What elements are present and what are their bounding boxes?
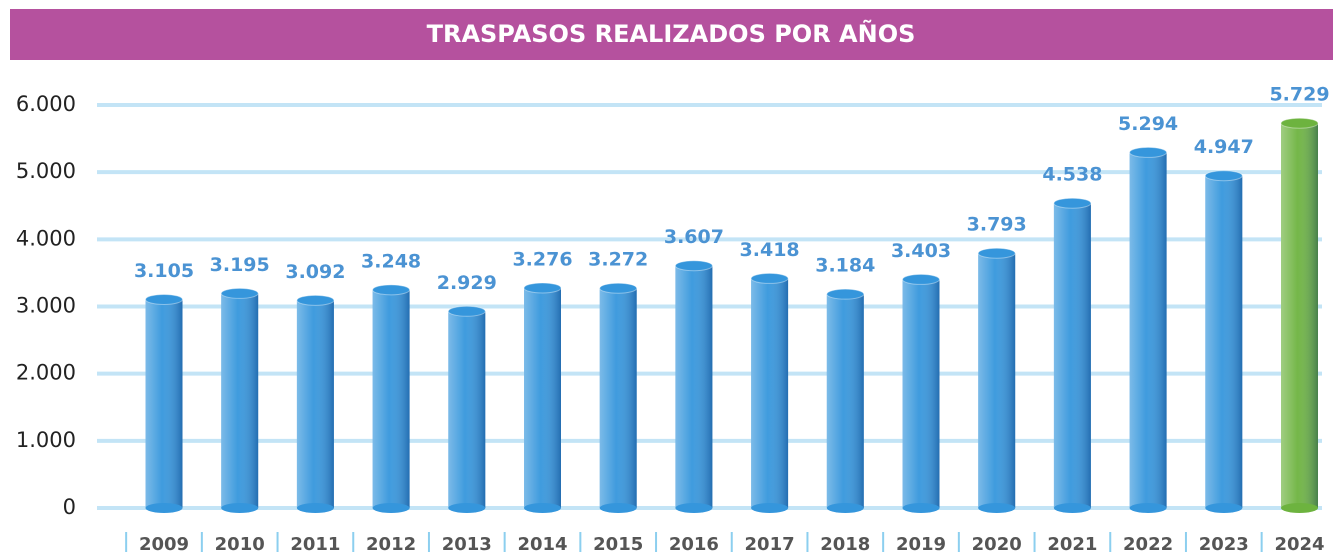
bar-shade (448, 311, 486, 508)
bar-base (751, 503, 789, 513)
x-tick-label: 2014 (517, 534, 567, 554)
bar-shade (221, 293, 259, 508)
x-tick-label: 2010 (215, 534, 265, 554)
bar-top (599, 282, 638, 294)
bar-base (448, 503, 486, 513)
bar-shade (1281, 123, 1318, 509)
bar-base (978, 503, 1016, 513)
value-label: 3.272 (588, 249, 648, 271)
bar-base (599, 503, 637, 513)
bar-top (826, 288, 865, 300)
x-tick-label: 2022 (1123, 534, 1173, 554)
bar-base (1053, 503, 1091, 513)
bar-top (296, 294, 335, 306)
chart-title: TRASPASOS REALIZADOS POR AÑOS (427, 19, 916, 48)
value-label: 5.294 (1118, 113, 1178, 135)
bar-shade (524, 287, 561, 508)
bar-shade (145, 299, 183, 508)
value-label: 2.929 (437, 272, 497, 294)
bar-top (977, 247, 1016, 259)
bar-base (296, 503, 334, 513)
x-tick-label: 2009 (139, 534, 189, 554)
bar-top (1053, 197, 1092, 209)
value-label: 3.418 (740, 239, 800, 261)
bar-top (1129, 146, 1168, 158)
y-tick-label: 2.000 (16, 361, 76, 385)
bar-top (1280, 117, 1319, 129)
bar-top (674, 260, 713, 272)
x-tick-label: 2016 (669, 534, 719, 554)
bar-base (675, 503, 713, 513)
value-label: 3.248 (361, 250, 421, 272)
bar-base (1205, 503, 1243, 513)
bar-base (1129, 503, 1167, 513)
bar-shade (902, 279, 940, 508)
x-tick-label: 2020 (972, 534, 1022, 554)
y-tick-label: 0 (63, 495, 76, 519)
bar-shade (751, 278, 789, 508)
bar-top (750, 272, 789, 284)
title-banner (10, 9, 1333, 60)
x-tick-label: 2019 (896, 534, 946, 554)
bar-shade (599, 288, 637, 508)
x-tick-label: 2017 (745, 534, 795, 554)
x-tick-label: 2013 (442, 534, 492, 554)
value-label: 5.729 (1269, 84, 1329, 106)
x-tick-label: 2012 (366, 534, 416, 554)
bar-shade (296, 300, 334, 508)
bar-top (902, 273, 940, 285)
value-label: 3.184 (815, 255, 875, 277)
bar-shade (1053, 203, 1091, 508)
bar-shade (1129, 152, 1167, 508)
bar-base (902, 503, 940, 513)
y-tick-label: 3.000 (16, 294, 76, 318)
bar-top (372, 284, 411, 296)
x-tick-label: 2023 (1199, 534, 1249, 554)
x-tick-label: 2015 (593, 534, 643, 554)
value-label: 3.092 (285, 261, 345, 283)
x-tick-label: 2024 (1274, 534, 1324, 554)
bar-shade (1205, 175, 1243, 508)
value-label: 3.793 (967, 214, 1027, 236)
bar-top (145, 293, 183, 305)
bar-top (220, 287, 259, 299)
value-label: 3.276 (512, 248, 572, 270)
value-label: 3.403 (891, 240, 951, 262)
bar-top (1204, 170, 1243, 182)
bar-shade (372, 289, 410, 508)
bar-shade (978, 253, 1016, 508)
x-tick-label: 2021 (1047, 534, 1097, 554)
y-tick-label: 1.000 (16, 428, 76, 452)
value-label: 3.607 (664, 226, 724, 248)
bar-top (447, 305, 486, 317)
y-tick-label: 4.000 (16, 226, 76, 250)
value-label: 3.105 (134, 260, 194, 282)
value-label: 3.195 (210, 254, 270, 276)
value-label: 4.538 (1042, 164, 1102, 186)
bar-base (1281, 503, 1318, 513)
bar-base (372, 503, 410, 513)
bar-top (523, 282, 562, 294)
bar-base (524, 503, 561, 513)
bar-base (826, 503, 864, 513)
y-tick-label: 5.000 (16, 159, 76, 183)
bar-base (145, 503, 183, 513)
y-tick-label: 6.000 (16, 92, 76, 116)
x-tick-label: 2011 (290, 534, 340, 554)
bar-shade (675, 265, 713, 508)
value-label: 4.947 (1194, 136, 1254, 158)
bar-shade (826, 294, 864, 508)
x-tick-label: 2018 (820, 534, 870, 554)
bar-base (221, 503, 259, 513)
